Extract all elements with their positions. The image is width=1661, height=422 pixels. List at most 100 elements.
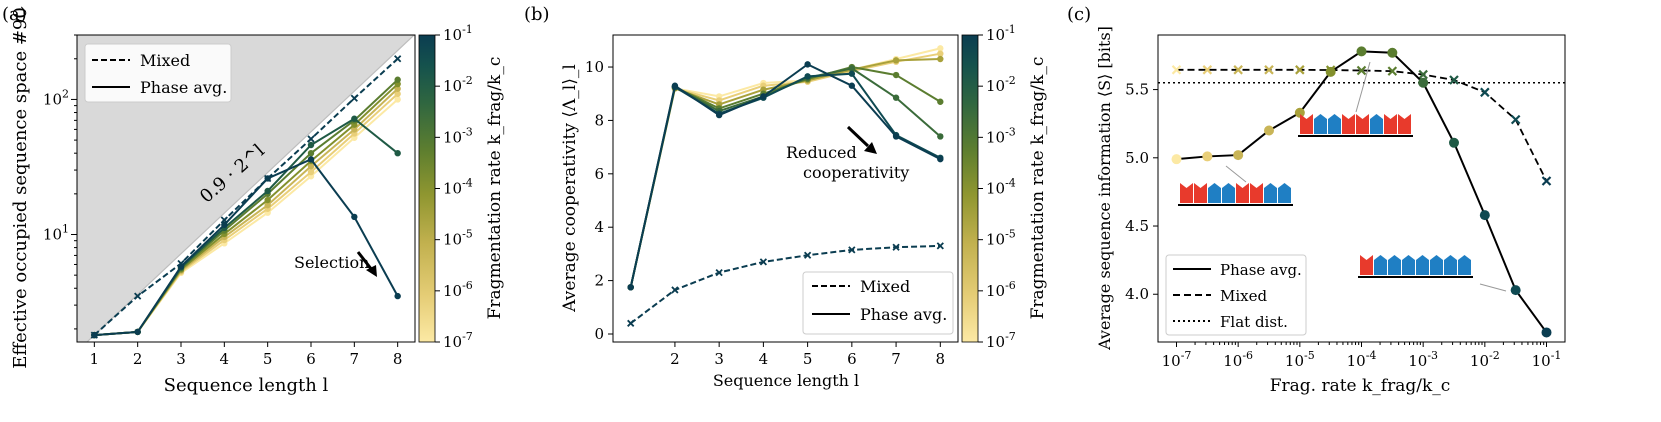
phase-avg-marker [1202, 151, 1213, 162]
monomer-red [1250, 183, 1263, 203]
series-marker [307, 149, 315, 157]
series-marker [804, 73, 811, 80]
x-tick-label: 3 [176, 350, 186, 368]
monomer-blue [1328, 114, 1341, 134]
series-marker [220, 216, 228, 224]
mixed-marker [1418, 69, 1428, 80]
colorbar-a [418, 34, 436, 343]
series-marker [937, 155, 944, 163]
mixed-marker [1295, 65, 1305, 75]
phase-avg-marker [1325, 66, 1336, 77]
series-marker [627, 284, 634, 291]
series-marker [892, 57, 900, 64]
monomer-red [1384, 114, 1397, 134]
colorbar-b-ticks: 10-1 10-2 10-3 10-4 10-5 10-6 10-7 [978, 23, 1016, 351]
x-tick-label: 10-2 [1470, 349, 1500, 370]
monomer-red [1342, 114, 1355, 134]
legend-c-mixed-label: Mixed [1220, 287, 1267, 305]
reference-line-0.9-2^l [86, 35, 415, 342]
panel-b-frame [612, 34, 959, 343]
x-tick-label: 4 [759, 350, 769, 368]
phase-avg-marker [1171, 154, 1182, 165]
phase-avg-marker [1387, 47, 1398, 58]
phase-avg-marker [1449, 137, 1459, 148]
colorbar-tick-label: 10-1 [443, 23, 473, 44]
x-tick-label: 10-1 [1532, 349, 1562, 370]
y-tick-label: 4 [594, 218, 604, 236]
y-tick-label: 8 [594, 111, 604, 129]
series-line-6 [629, 63, 941, 288]
panel-a-series [90, 55, 402, 339]
colorbar-tick-label: 10-1 [986, 23, 1016, 44]
mixed-marker [1202, 65, 1213, 75]
series-marker [264, 174, 272, 183]
monomer-blue [1402, 255, 1415, 275]
series-marker [307, 141, 315, 149]
panel-a-legend: Mixed Phase avg. [84, 43, 232, 103]
series-marker [394, 96, 401, 103]
phase-avg-marker [1510, 285, 1521, 296]
colorbar-tick-label: 10-7 [986, 330, 1016, 351]
series-marker [90, 331, 98, 339]
mixed-marker [1510, 114, 1521, 125]
legend-c-flat-label: Flat dist. [1220, 313, 1288, 331]
monomer-blue [1314, 114, 1327, 134]
series-marker [394, 292, 401, 300]
series-marker [394, 149, 401, 157]
series-line-7 [93, 58, 399, 336]
x-tick-label: 2 [670, 350, 680, 368]
x-tick-label: 1 [90, 350, 100, 368]
series-line-6 [94, 158, 399, 337]
series-marker [937, 133, 944, 140]
series-marker [221, 221, 228, 228]
monomer-red [1194, 183, 1207, 203]
series-marker [892, 243, 900, 251]
colorbar-tick-label: 10-6 [443, 279, 473, 300]
panel-b: (b) 2 3 4 5 6 7 8 0 2 4 6 8 10 Sequence length l Av… [524, 4, 1048, 390]
series-marker [937, 50, 944, 57]
series-marker [760, 93, 767, 100]
series-marker [715, 268, 723, 277]
series-marker [351, 115, 358, 122]
colorbar-tick-label: 10-7 [443, 330, 473, 351]
phase-avg-marker [1418, 77, 1429, 88]
y-tick-label: 4.5 [1125, 217, 1149, 235]
sequence-inset-low-frag [1178, 183, 1293, 206]
series-marker [307, 163, 315, 170]
panel-c-legend: Phase avg. Mixed Flat dist. [1165, 254, 1307, 336]
series-marker [351, 213, 358, 221]
x-tick-label: 7 [891, 350, 901, 368]
monomer-red [1398, 114, 1411, 134]
y-tick-label: 2 [594, 272, 604, 290]
x-tick-label: 8 [393, 350, 403, 368]
colorbar-b-label: Fragmentation rate k_frag/k_c [1028, 57, 1048, 320]
panel-b-label: (b) [524, 4, 550, 25]
panel-c-y-label: Average sequence information ⟨S⟩ [bits] [1095, 26, 1114, 351]
panel-c-label: (c) [1067, 4, 1091, 25]
series-marker [307, 168, 315, 176]
series-marker [848, 82, 856, 89]
monomer-blue [1458, 255, 1471, 275]
series-marker [394, 55, 402, 63]
panel-b-x-label: Sequence length l [713, 371, 859, 390]
series-marker [264, 187, 271, 195]
mixed-marker [1541, 176, 1552, 186]
reduced-cooperativity-line2: cooperativity [803, 163, 909, 182]
series-marker [848, 70, 856, 77]
phase-avg-marker [1264, 125, 1274, 136]
colorbar-a-ticks: 10-1 10-2 10-3 10-4 10-5 10-6 10-7 [435, 23, 473, 351]
panel-c-x-label: Frag. rate k_frag/k_c [1270, 376, 1451, 396]
series-marker [715, 111, 723, 119]
x-tick-label: 10-3 [1408, 349, 1438, 370]
legend-b-phase-avg-label: Phase avg. [860, 305, 947, 324]
sequence-inset-high-frag [1358, 255, 1473, 278]
x-tick-label: 4 [220, 350, 230, 368]
x-tick-label: 10-5 [1285, 349, 1315, 370]
legend-mixed-label: Mixed [140, 51, 190, 70]
monomer-blue [1370, 114, 1383, 134]
panel-a-label: (a) [2, 4, 27, 25]
colorbar-tick-label: 10-4 [986, 177, 1016, 198]
mixed-marker [1449, 75, 1459, 85]
panel-b-y-ticks: 0 2 4 6 8 10 [585, 58, 613, 343]
